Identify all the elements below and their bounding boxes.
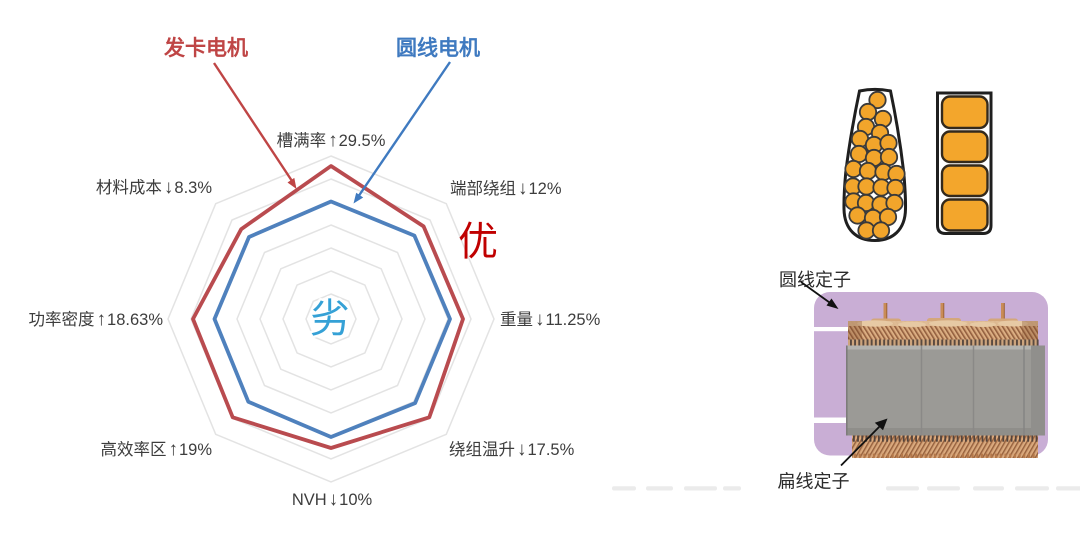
svg-text:重量↓11.25%: 重量 ↓11.25% xyxy=(500,309,601,330)
svg-text:劣: 劣 xyxy=(310,297,350,341)
svg-text:功率密度↑18.63%: 功率密度 ↑18.63% xyxy=(29,309,164,330)
svg-text:绕组温升↓17.5%: 绕组温升 ↓17.5% xyxy=(449,439,575,460)
svg-text:NVH↓10%: NVH ↓10% xyxy=(292,489,373,510)
svg-text:优: 优 xyxy=(458,220,498,264)
svg-text:发卡电机: 发卡电机 xyxy=(163,36,248,60)
svg-text:圆线定子: 圆线定子 xyxy=(779,270,851,290)
svg-text:端部绕组↓12%: 端部绕组 ↓12% xyxy=(450,178,562,199)
svg-text:圆线电机: 圆线电机 xyxy=(396,36,480,60)
svg-text:高效率区↑19%: 高效率区 ↑19% xyxy=(100,439,212,460)
svg-text:扁线定子: 扁线定子 xyxy=(778,472,850,492)
svg-text:材料成本↓8.3%: 材料成本 ↓8.3% xyxy=(96,177,212,198)
svg-text:槽满率↑29.5%: 槽满率 ↑29.5% xyxy=(277,130,386,151)
